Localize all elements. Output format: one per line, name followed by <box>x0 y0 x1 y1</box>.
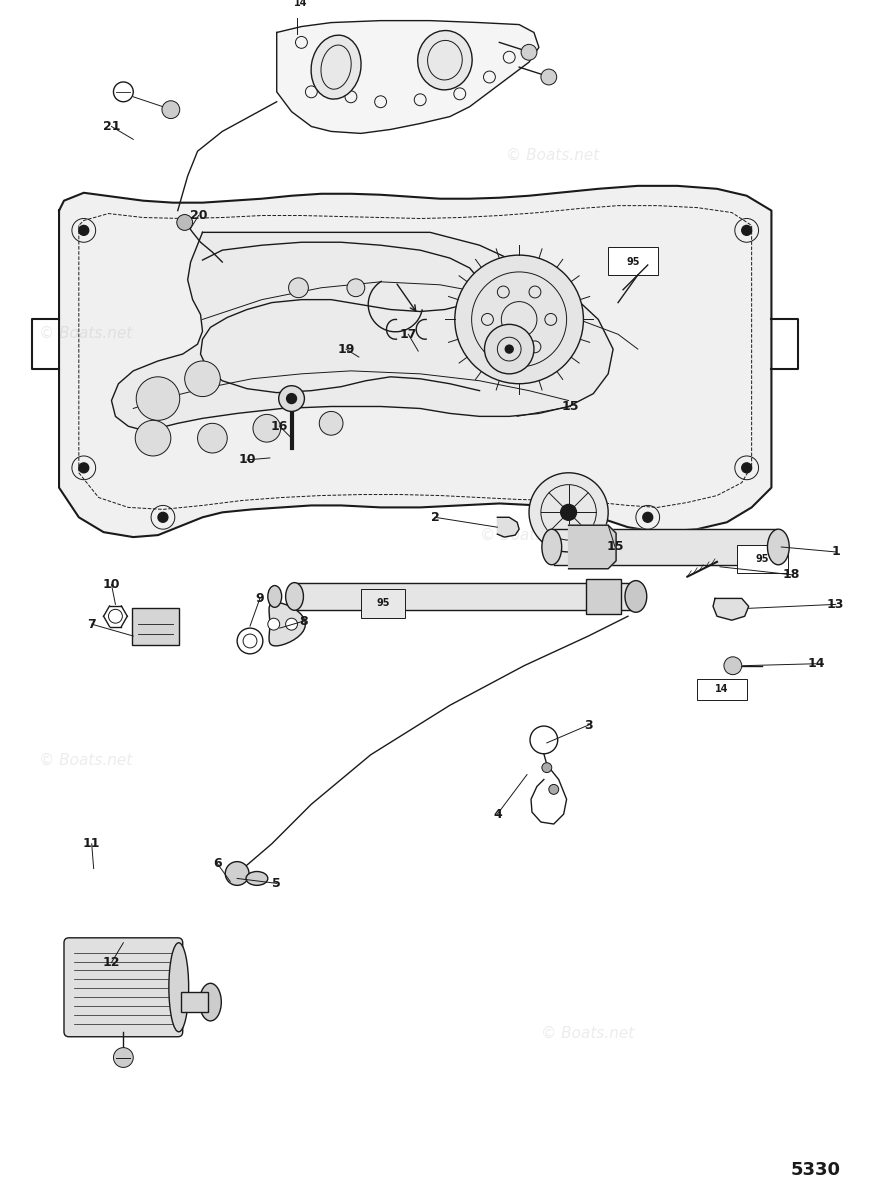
Text: © Boats.net: © Boats.net <box>480 528 573 542</box>
Ellipse shape <box>418 30 472 90</box>
Circle shape <box>79 226 89 235</box>
Text: 16: 16 <box>271 420 288 433</box>
Circle shape <box>177 215 192 230</box>
Ellipse shape <box>246 871 267 886</box>
Circle shape <box>521 44 537 60</box>
Polygon shape <box>277 20 539 133</box>
Text: 15: 15 <box>562 400 579 413</box>
Text: 11: 11 <box>83 838 101 851</box>
Circle shape <box>542 763 551 773</box>
Ellipse shape <box>542 529 562 565</box>
Circle shape <box>198 424 227 452</box>
Circle shape <box>135 420 170 456</box>
Text: 1: 1 <box>831 546 840 558</box>
Polygon shape <box>112 233 614 431</box>
Text: © Boats.net: © Boats.net <box>39 325 133 341</box>
Circle shape <box>549 785 558 794</box>
Text: 95: 95 <box>626 257 640 268</box>
Text: 10: 10 <box>103 578 121 592</box>
Ellipse shape <box>169 943 189 1032</box>
Text: 2: 2 <box>431 511 440 524</box>
Circle shape <box>561 504 577 521</box>
Text: 95: 95 <box>756 554 769 564</box>
Circle shape <box>162 101 180 119</box>
Text: 19: 19 <box>337 343 355 355</box>
Circle shape <box>286 618 297 630</box>
FancyBboxPatch shape <box>608 247 657 275</box>
Polygon shape <box>497 517 519 538</box>
Text: © Boats.net: © Boats.net <box>541 1026 634 1042</box>
Ellipse shape <box>267 586 281 607</box>
Text: 14: 14 <box>715 684 729 695</box>
Circle shape <box>541 70 557 85</box>
Text: 7: 7 <box>87 618 96 631</box>
Circle shape <box>347 278 364 296</box>
Ellipse shape <box>286 583 303 611</box>
Text: 21: 21 <box>103 120 121 133</box>
FancyBboxPatch shape <box>284 0 318 11</box>
Text: 17: 17 <box>399 328 417 341</box>
Ellipse shape <box>311 35 361 100</box>
Text: 14: 14 <box>294 0 307 8</box>
Circle shape <box>742 226 752 235</box>
Circle shape <box>454 256 584 384</box>
Text: 8: 8 <box>299 614 308 628</box>
Polygon shape <box>713 599 749 620</box>
Text: 13: 13 <box>827 598 844 611</box>
Ellipse shape <box>625 581 647 612</box>
Circle shape <box>253 414 281 442</box>
FancyBboxPatch shape <box>586 578 621 614</box>
Circle shape <box>288 278 309 298</box>
Polygon shape <box>569 526 616 569</box>
Circle shape <box>505 346 513 353</box>
Circle shape <box>742 463 752 473</box>
Polygon shape <box>269 602 305 646</box>
FancyBboxPatch shape <box>737 545 788 572</box>
Text: 12: 12 <box>103 956 121 970</box>
FancyBboxPatch shape <box>181 992 208 1012</box>
Circle shape <box>225 862 249 886</box>
Text: 18: 18 <box>782 568 800 581</box>
Circle shape <box>642 512 653 522</box>
Text: 5: 5 <box>273 877 281 890</box>
Text: 5330: 5330 <box>791 1162 841 1180</box>
FancyBboxPatch shape <box>697 678 746 701</box>
Text: 4: 4 <box>493 808 502 821</box>
Text: 3: 3 <box>584 719 593 732</box>
Text: © Boats.net: © Boats.net <box>39 754 133 768</box>
Circle shape <box>114 1048 133 1068</box>
Circle shape <box>724 656 742 674</box>
Text: 10: 10 <box>239 454 256 467</box>
Text: 15: 15 <box>607 540 624 553</box>
Circle shape <box>267 618 280 630</box>
Text: © Boats.net: © Boats.net <box>506 148 600 163</box>
Text: 20: 20 <box>190 209 207 222</box>
Text: 14: 14 <box>808 658 825 671</box>
Ellipse shape <box>767 529 789 565</box>
FancyBboxPatch shape <box>361 588 406 618</box>
Text: 9: 9 <box>255 592 264 605</box>
Polygon shape <box>59 186 772 538</box>
Circle shape <box>79 463 89 473</box>
Circle shape <box>279 385 304 412</box>
Circle shape <box>158 512 168 522</box>
Text: 95: 95 <box>377 599 391 608</box>
Circle shape <box>319 412 343 436</box>
Text: 6: 6 <box>213 857 222 870</box>
FancyBboxPatch shape <box>64 938 183 1037</box>
Circle shape <box>529 473 608 552</box>
Ellipse shape <box>199 983 221 1021</box>
Circle shape <box>136 377 180 420</box>
FancyBboxPatch shape <box>132 608 179 644</box>
Circle shape <box>484 324 534 374</box>
Circle shape <box>184 361 220 396</box>
Circle shape <box>287 394 296 403</box>
